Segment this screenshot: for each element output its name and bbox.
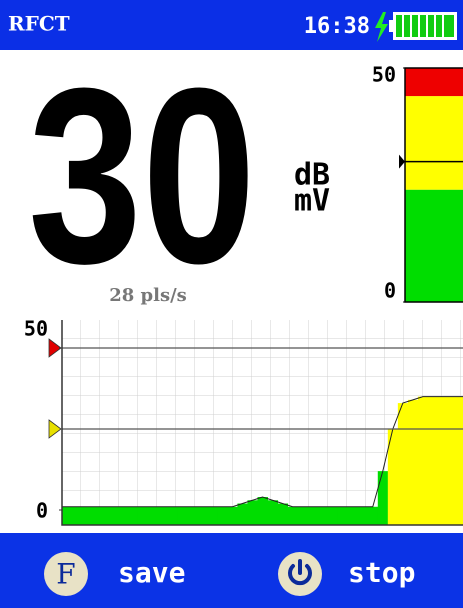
trace-column [437, 396, 449, 525]
trace-column [207, 506, 218, 525]
save-key: F [56, 558, 75, 591]
gauge-marker [399, 154, 405, 169]
gauge-tick-label: 50 [372, 63, 396, 87]
trace-column [257, 497, 269, 525]
trace-column [267, 500, 279, 525]
trace-column [427, 396, 439, 525]
app-title: RFCT [8, 12, 70, 36]
trace-column [237, 503, 248, 525]
trace-tick-label: 50 [24, 317, 48, 341]
save-label: save [118, 556, 185, 589]
stop-label: stop [348, 556, 415, 589]
trace-column [367, 506, 379, 525]
gauge-tick-label: 0 [384, 279, 396, 303]
trace-column [227, 506, 238, 525]
trace-column [187, 506, 198, 525]
trace-column [307, 506, 319, 525]
trace-column [397, 403, 409, 525]
gauge-zone [405, 68, 463, 97]
trace-column [127, 506, 138, 525]
trace-column [167, 506, 178, 525]
trace-column [417, 396, 429, 525]
charging-icon [375, 12, 388, 42]
trace-column [317, 506, 329, 525]
trace-tick-label: 0 [36, 499, 48, 523]
trace-column [97, 506, 108, 525]
battery-icon [389, 12, 457, 40]
trace-column [62, 506, 68, 525]
trace-column [357, 506, 369, 525]
trace-column [407, 399, 419, 525]
stop-button[interactable]: stop [278, 552, 415, 596]
gauge-zone [405, 189, 463, 302]
pulse-rate: 28 pls/s [109, 285, 187, 306]
trace-column [157, 506, 168, 525]
clock: 16:38 [304, 14, 370, 39]
trace-column [77, 506, 88, 525]
trace-column [217, 506, 228, 525]
trace-column [337, 506, 349, 525]
trace-column [147, 506, 158, 525]
trace-column [197, 506, 208, 525]
unit-bottom: mV [294, 184, 330, 219]
trace-column [327, 506, 339, 525]
trace-column [447, 396, 459, 525]
gauge-frame [404, 67, 463, 303]
trace-column [117, 506, 128, 525]
trace-column [177, 506, 188, 525]
trace-column [277, 503, 289, 525]
trace-line [62, 396, 463, 508]
trace-axes [61, 320, 463, 526]
trace-column [87, 506, 98, 525]
save-button[interactable]: F save [44, 552, 185, 596]
gauge-zone [405, 96, 463, 190]
trace-column [297, 506, 309, 525]
trace-column [347, 506, 359, 525]
trace-column [67, 506, 78, 525]
unit-top: dB [294, 158, 330, 193]
trace-column [107, 506, 118, 525]
threshold-marker [48, 338, 62, 358]
trace-column [387, 429, 399, 525]
power-icon [288, 564, 312, 586]
threshold-marker [48, 419, 62, 439]
trace-column [287, 506, 299, 525]
trace-column [247, 500, 258, 525]
trace-column [457, 396, 463, 525]
trace-column [137, 506, 148, 525]
trace-column [377, 471, 389, 525]
reading-value: 30 [28, 36, 256, 315]
